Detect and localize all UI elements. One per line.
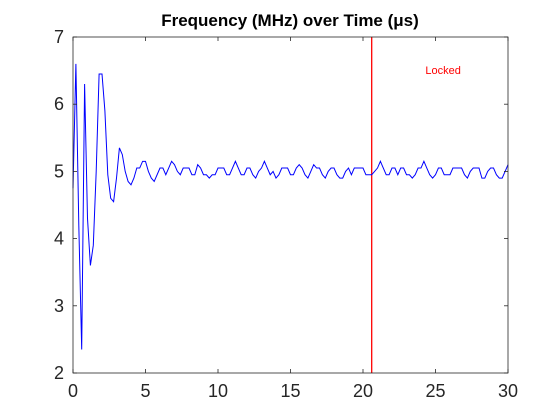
- plot-area: [73, 37, 508, 373]
- x-tick-label: 25: [425, 381, 445, 401]
- annotation-layer: Locked: [425, 65, 460, 77]
- y-tick-label: 5: [54, 161, 64, 181]
- y-tick-label: 3: [54, 296, 64, 316]
- x-tick-label: 20: [353, 381, 373, 401]
- x-tick-label: 10: [208, 381, 228, 401]
- locked-annotation: Locked: [425, 65, 460, 77]
- series-line-0: [72, 63, 509, 350]
- y-tick-label: 2: [54, 363, 64, 383]
- y-tick-label: 6: [54, 94, 64, 114]
- x-tick-label: 0: [68, 381, 78, 401]
- x-tick-label: 15: [280, 381, 300, 401]
- series-layer: [72, 63, 509, 350]
- chart-title: Frequency (MHz) over Time (μs): [161, 11, 419, 30]
- x-tick-label: 5: [140, 381, 150, 401]
- y-tick-label: 4: [54, 229, 64, 249]
- axes-layer: 0 5 10 15 20 25 30 2 3 4 5 6 7: [54, 27, 518, 401]
- y-tick-label: 7: [54, 27, 64, 47]
- x-tick-label: 30: [498, 381, 518, 401]
